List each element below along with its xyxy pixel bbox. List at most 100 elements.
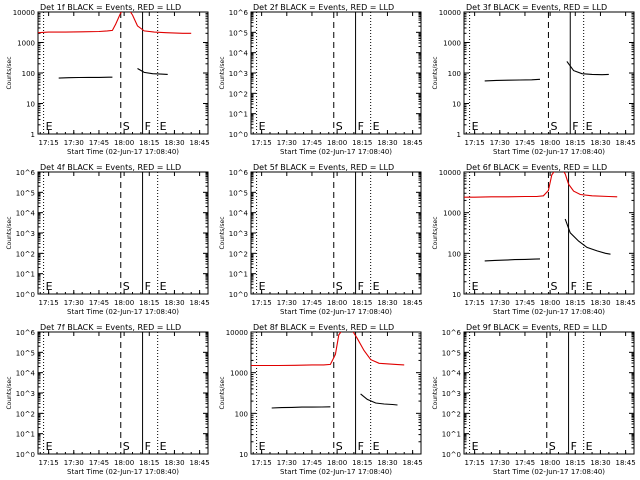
x-tick-label: 18:00 <box>327 459 347 467</box>
marker-label-e: E <box>160 120 167 133</box>
panel-title: Det 8f BLACK = Events, RED = LLD <box>253 323 394 332</box>
x-tick-label: 17:30 <box>64 299 84 307</box>
marker-label-f: F <box>145 440 151 453</box>
y-tick-label: 10000 <box>13 9 35 17</box>
marker-label-e: E <box>472 120 479 133</box>
plot-frame <box>250 11 422 135</box>
x-tick-label: 18:45 <box>616 299 636 307</box>
y-tick-label: 100 <box>448 250 461 258</box>
x-tick-label: 18:15 <box>139 459 159 467</box>
x-tick-label: 18:45 <box>616 459 636 467</box>
y-tick-label: 10000 <box>439 9 461 17</box>
x-tick-label: 18:15 <box>139 299 159 307</box>
y-tick-label: 10 <box>452 291 461 299</box>
x-tick-label: 17:45 <box>302 299 322 307</box>
series-black-line <box>484 218 611 262</box>
x-tick-label: 17:15 <box>39 139 59 147</box>
x-tick-label: 18:15 <box>352 459 372 467</box>
marker-label-s: S <box>123 280 130 293</box>
panel-title: Det 6f BLACK = Events, RED = LLD <box>466 163 607 172</box>
x-tick-label: 18:30 <box>164 299 184 307</box>
x-tick-label: 17:45 <box>302 139 322 147</box>
marker-label-e: E <box>373 120 380 133</box>
x-tick-label: 17:15 <box>465 459 485 467</box>
plot-frame <box>37 171 209 295</box>
x-tick-label: 18:45 <box>403 299 423 307</box>
marker-label-s: S <box>336 440 343 453</box>
marker-label-s: S <box>336 280 343 293</box>
x-axis-label: Start Time (02-Jun-17 17:08:40) <box>67 308 179 316</box>
y-tick-label: 1000 <box>443 210 461 218</box>
marker-label-f: F <box>358 280 364 293</box>
panel-title: Det 1f BLACK = Events, RED = LLD <box>40 3 181 12</box>
series-black-line <box>271 393 398 409</box>
x-tick-label: 17:30 <box>490 299 510 307</box>
marker-label-e: E <box>259 120 266 133</box>
x-tick-label: 18:30 <box>164 139 184 147</box>
x-tick-label: 18:15 <box>565 299 585 307</box>
x-tick-label: 18:15 <box>352 299 372 307</box>
y-tick-label: 10^2 <box>16 250 35 258</box>
y-tick-label: 10^2 <box>229 250 248 258</box>
y-tick-label: 100 <box>448 70 461 78</box>
x-tick-label: 18:00 <box>540 459 560 467</box>
x-tick-label: 17:45 <box>515 459 535 467</box>
marker-label-s: S <box>123 440 130 453</box>
x-tick-label: 17:45 <box>89 299 109 307</box>
y-tick-label: 10^1 <box>16 431 35 439</box>
plot-frame <box>463 331 635 455</box>
y-tick-label: 1 <box>457 131 461 139</box>
x-tick-label: 18:15 <box>352 139 372 147</box>
y-tick-label: 100 <box>22 70 35 78</box>
series-red-line <box>251 332 405 367</box>
y-tick-label: 10^3 <box>229 70 248 78</box>
y-tick-label: 10^1 <box>229 111 248 119</box>
y-tick-label: 10^6 <box>16 169 36 177</box>
y-tick-label: 10^1 <box>442 431 461 439</box>
x-tick-label: 18:45 <box>190 459 210 467</box>
y-tick-label: 10^3 <box>16 390 35 398</box>
y-tick-label: 10^6 <box>229 169 249 177</box>
x-tick-label: 17:15 <box>39 299 59 307</box>
plot-frame <box>250 331 422 455</box>
x-tick-label: 18:45 <box>190 139 210 147</box>
x-tick-label: 18:15 <box>139 139 159 147</box>
panel-title: Det 7f BLACK = Events, RED = LLD <box>40 323 181 332</box>
x-tick-label: 17:45 <box>302 459 322 467</box>
y-tick-label: 10^4 <box>229 210 249 218</box>
y-axis-label: Counts/sec <box>219 216 226 249</box>
x-tick-label: 18:30 <box>590 299 610 307</box>
y-tick-label: 1 <box>31 131 35 139</box>
marker-label-e: E <box>160 280 167 293</box>
x-tick-label: 17:45 <box>515 299 535 307</box>
y-tick-label: 10^4 <box>442 370 462 378</box>
x-axis-label: Start Time (02-Jun-17 17:08:40) <box>493 468 605 476</box>
marker-label-e: E <box>373 440 380 453</box>
x-tick-label: 17:15 <box>252 139 272 147</box>
y-tick-label: 10^5 <box>229 189 248 197</box>
x-tick-label: 18:00 <box>540 139 560 147</box>
y-tick-label: 10^0 <box>16 291 35 299</box>
marker-label-e: E <box>46 440 53 453</box>
x-tick-label: 17:30 <box>277 299 297 307</box>
y-tick-label: 10^0 <box>229 291 248 299</box>
marker-label-e: E <box>46 120 53 133</box>
y-tick-label: 10^4 <box>16 370 36 378</box>
x-tick-label: 18:00 <box>114 459 134 467</box>
x-tick-label: 18:30 <box>590 459 610 467</box>
marker-label-f: F <box>571 440 577 453</box>
plot-frame <box>37 331 209 455</box>
plot-frame <box>463 171 635 295</box>
x-tick-label: 18:00 <box>114 299 134 307</box>
y-tick-label: 10^5 <box>442 349 461 357</box>
x-tick-label: 18:30 <box>377 459 397 467</box>
x-axis-label: Start Time (02-Jun-17 17:08:40) <box>280 468 392 476</box>
x-tick-label: 17:30 <box>490 139 510 147</box>
x-tick-label: 17:30 <box>64 459 84 467</box>
marker-label-f: F <box>572 120 578 133</box>
marker-label-f: F <box>145 280 151 293</box>
panel-title: Det 5f BLACK = Events, RED = LLD <box>253 163 394 172</box>
